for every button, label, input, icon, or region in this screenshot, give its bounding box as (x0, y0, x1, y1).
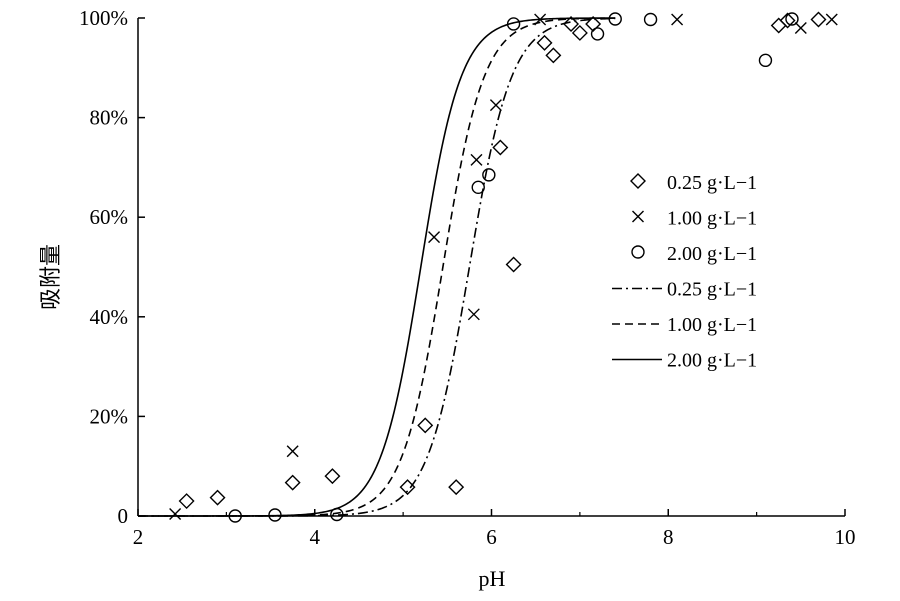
x-marker-stroke (489, 99, 502, 112)
diamond-marker (492, 139, 509, 156)
x-marker-stroke (825, 13, 838, 26)
x-marker (470, 153, 483, 166)
circle-marker (631, 245, 645, 259)
series-circle (228, 12, 799, 523)
circle-marker (330, 507, 344, 522)
legend-label: 2.00 g·L−1 (667, 243, 757, 265)
x-marker-stroke (169, 508, 182, 521)
y-tick-label: 0 (118, 504, 129, 528)
circle-marker (608, 12, 622, 26)
diamond-marker (448, 479, 465, 496)
x-marker (825, 13, 838, 26)
x-marker-stroke (467, 308, 480, 321)
diamond-marker (284, 474, 301, 491)
y-axis-ticks: 0 20% 40% 60% 80% 100% (79, 6, 145, 528)
x-tick-label: 10 (835, 525, 856, 549)
x-marker-stroke (534, 13, 547, 26)
x-marker (534, 13, 547, 26)
x-marker-stroke (470, 153, 483, 166)
series-x (169, 13, 838, 521)
circle-marker (482, 168, 496, 182)
x-tick-label: 8 (663, 525, 674, 549)
plot-frame (137, 18, 845, 517)
circle-marker (506, 17, 521, 31)
fit-curve-dashdot (138, 17, 616, 517)
legend-label: 1.00 g·L−1 (667, 208, 757, 230)
circle-marker (228, 509, 242, 523)
circle-marker (758, 53, 773, 68)
x-marker (428, 231, 441, 244)
diamond-marker (571, 24, 588, 41)
fit-curves (138, 17, 616, 517)
x-marker (671, 13, 684, 26)
diamond-marker (770, 17, 787, 34)
x-marker (632, 210, 644, 223)
diamond-marker (209, 489, 226, 506)
x-marker (467, 308, 480, 321)
legend-label: 2.00 g·L−1 (667, 350, 757, 372)
x-axis-title: pH (479, 566, 506, 591)
legend-label: 0.25 g·L−1 (667, 172, 757, 194)
legend: 0.25 g·L−1 1.00 g·L−1 2.00 g·L−1 0.25 g·L−1… (612, 172, 757, 372)
x-axis-ticks: 2 4 6 8 10 (133, 509, 856, 549)
legend-label: 0.25 g·L−1 (667, 279, 757, 301)
x-tick-label: 6 (486, 525, 497, 549)
circle-marker (590, 27, 605, 41)
diamond-marker (399, 479, 416, 496)
circle-marker (471, 180, 485, 195)
y-tick-label: 100% (79, 6, 128, 30)
diamond-marker (536, 34, 553, 51)
diamond-marker (178, 493, 195, 510)
series-diamond (178, 11, 827, 510)
x-tick-label: 4 (310, 525, 321, 549)
x-marker (489, 99, 502, 112)
diamond-marker (810, 11, 827, 28)
diamond-marker (545, 47, 562, 64)
x-marker-stroke (428, 231, 441, 244)
x-marker (286, 445, 299, 458)
circle-marker (785, 12, 799, 26)
x-marker (169, 508, 182, 521)
fit-curve-dashed (138, 17, 616, 517)
diamond-marker (324, 468, 341, 485)
y-tick-label: 40% (90, 305, 129, 329)
y-tick-label: 80% (90, 106, 129, 130)
circle-marker (268, 508, 282, 522)
diamond-marker (417, 417, 434, 434)
x-marker-stroke (671, 13, 684, 26)
y-axis-title: 吸附量 (38, 244, 63, 310)
data-markers (169, 11, 838, 523)
x-marker-stroke (794, 21, 807, 34)
legend-label: 1.00 g·L−1 (667, 314, 757, 336)
x-marker-stroke (632, 210, 644, 223)
diamond-marker (563, 15, 580, 32)
y-tick-label: 60% (90, 205, 129, 229)
diamond-marker (505, 256, 522, 273)
diamond-marker (630, 173, 646, 189)
x-marker (794, 21, 807, 34)
circle-marker (643, 12, 658, 27)
y-tick-label: 20% (90, 404, 129, 428)
x-tick-label: 2 (133, 525, 144, 549)
x-marker-stroke (286, 445, 299, 458)
diamond-marker (779, 12, 796, 29)
fit-curve-solid (138, 17, 616, 517)
